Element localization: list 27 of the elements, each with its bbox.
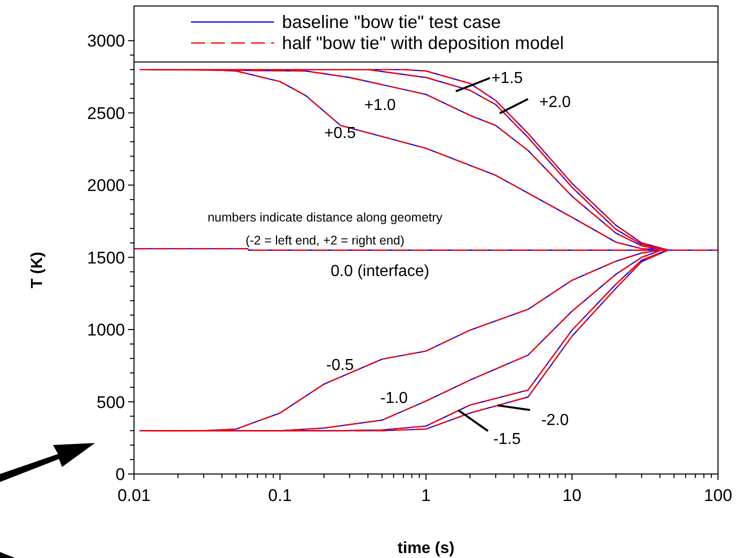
annotation: +1.0 bbox=[364, 96, 396, 114]
x-tick-label: 0.01 bbox=[117, 486, 151, 505]
annotation: +2.0 bbox=[539, 94, 571, 111]
y-tick-label: 500 bbox=[96, 392, 125, 412]
y-axis-title: T (K) bbox=[29, 252, 46, 288]
annotation: +1.5 bbox=[491, 70, 523, 87]
x-tick-label: 0.1 bbox=[268, 486, 292, 505]
annotation: -1.5 bbox=[493, 430, 521, 448]
legend-label: baseline "bow tie" test case bbox=[282, 12, 501, 32]
annotation: numbers indicate distance along geometry bbox=[208, 210, 444, 224]
x-tick-label: 100 bbox=[704, 486, 732, 505]
y-tick-label: 3000 bbox=[87, 32, 125, 51]
x-tick-label: 10 bbox=[562, 486, 582, 505]
annotation: -0.5 bbox=[326, 356, 354, 374]
x-axis-title: time (s) bbox=[398, 540, 454, 557]
annotation: -2.0 bbox=[541, 412, 569, 429]
annotation: 0.0 (interface) bbox=[330, 262, 430, 280]
annotation: +0.5 bbox=[324, 124, 356, 142]
legend-label: half "bow tie" with deposition model bbox=[282, 33, 564, 53]
annotation: -1.0 bbox=[380, 390, 408, 407]
y-tick-label: 1000 bbox=[87, 320, 125, 340]
x-tick-label: 1 bbox=[421, 486, 431, 505]
y-tick-label: 1500 bbox=[87, 248, 125, 268]
y-tick-label: 2500 bbox=[87, 104, 125, 123]
y-tick-label: 0 bbox=[116, 465, 125, 484]
y-tick-label: 2000 bbox=[87, 176, 125, 196]
annotation: (-2 = left end, +2 = right end) bbox=[246, 234, 404, 248]
